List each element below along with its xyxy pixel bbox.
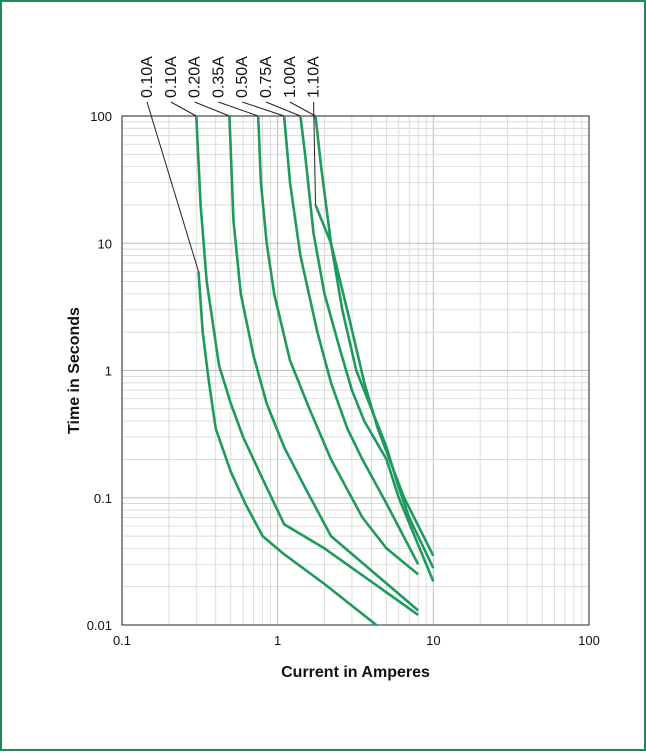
y-tick-label: 1 [105,364,112,379]
legend-leader-line [289,101,316,117]
legend: 0.10A 0.10A 0.20A 0.35A 0.50A 0.75A 1.00A 1.10A [139,56,323,272]
y-tick-label: 0.1 [94,491,112,506]
grid [121,115,590,626]
series-line-3 [228,115,420,612]
y-tick-label: 0.01 [87,618,112,633]
legend-label-7: 1.00A [282,56,299,98]
legend-leader-line [265,101,301,117]
series-line-2 [195,115,419,616]
x-tick-label: 10 [426,633,440,648]
y-tick-label: 10 [98,236,112,251]
legend-leader-line [194,101,230,117]
series-line-5 [282,115,420,565]
legend-label-2: 0.10A [163,56,180,98]
y-tick-label: 100 [90,109,112,124]
legend-leader-line [146,101,199,272]
y-axis-label: Time in Seconds [66,307,83,434]
legend-label-5: 0.50A [234,56,251,98]
legend-label-3: 0.20A [187,56,204,98]
x-tick-label: 100 [578,633,600,648]
x-tick-label: 1 [274,633,281,648]
x-tick-label: 0.1 [113,633,131,648]
legend-label-6: 0.75A [258,56,275,98]
plot-border [121,115,590,626]
series-line-4 [256,115,420,576]
series-line-8 [314,204,435,557]
legend-label-8: 1.10A [306,56,323,98]
legend-label-4: 0.35A [210,56,227,98]
series-line-7 [314,115,435,569]
x-axis-label: Current in Amperes [281,664,430,681]
legend-label-1: 0.10A [139,56,156,98]
legend-leader-line [313,101,316,205]
series-lines [195,115,435,627]
series-line-6 [299,115,435,582]
legend-leader-line [218,101,259,117]
series-line-1 [197,271,378,627]
legend-leader-line [170,101,197,117]
legend-leader-line [242,101,285,117]
